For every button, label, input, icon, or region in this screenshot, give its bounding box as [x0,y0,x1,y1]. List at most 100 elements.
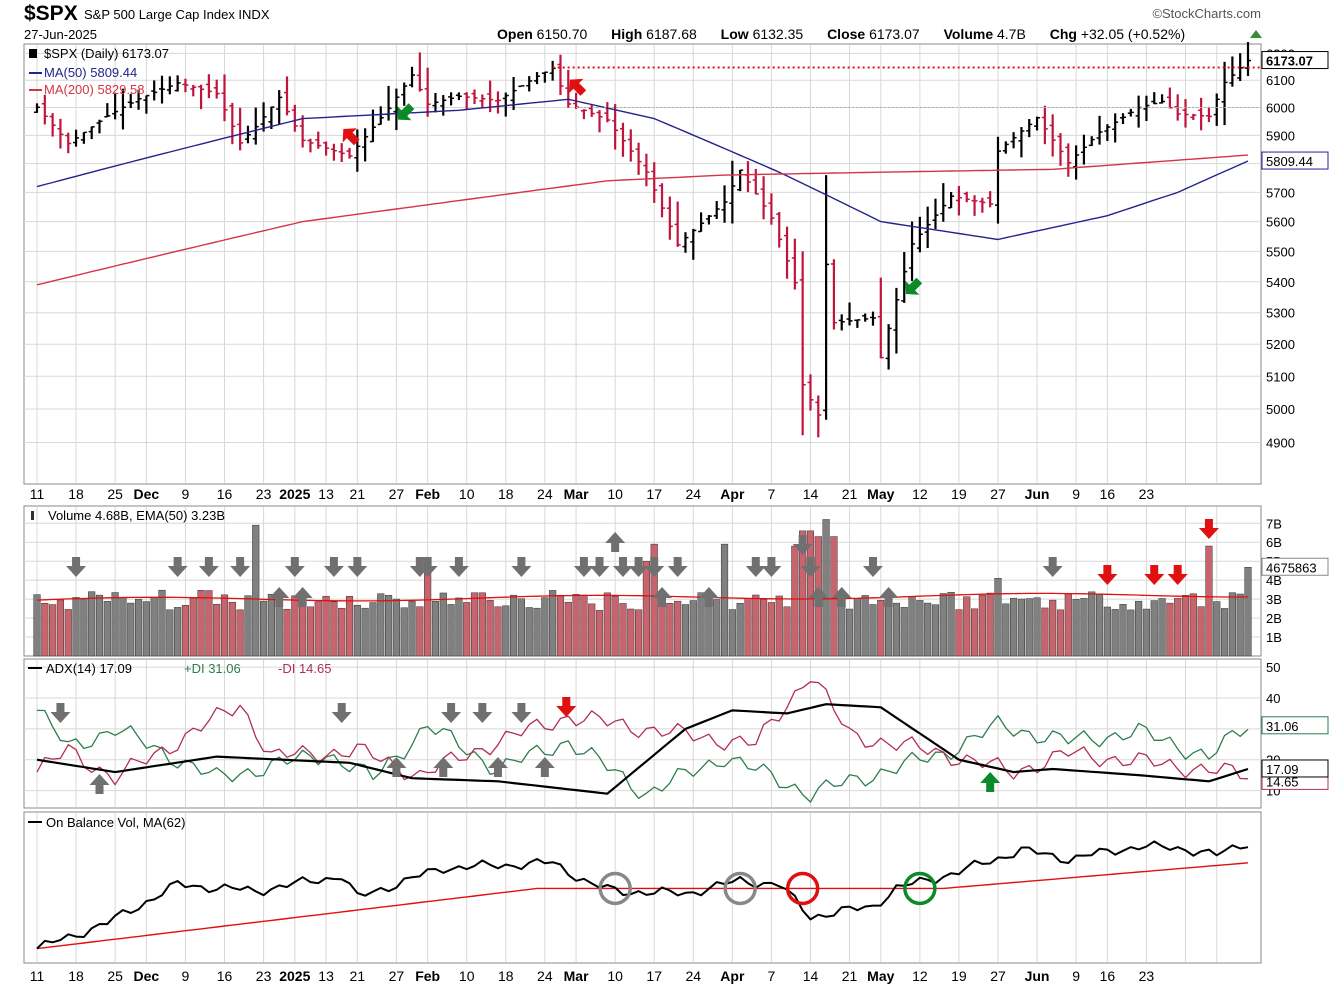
volume-bar [166,609,174,657]
volume-sell-arrow [1198,519,1219,539]
adx-axis-label: 40 [1266,691,1280,706]
volume-bar [385,595,393,657]
volume-signal-arrow-shape [667,557,688,577]
ma50-legend: MA(50) 5809.44 [44,65,137,80]
volume-signal-arrow [589,557,610,577]
price-bars [34,42,1251,438]
volume-bar [49,604,57,657]
volume-bar [916,600,924,657]
x-tick-label: 21 [842,968,858,984]
adx-signal-arrow [472,703,493,723]
volume-signal-arrow-shape [761,557,782,577]
volume-bar [260,600,268,657]
volume-signal-arrow [167,557,188,577]
volume-bar [963,596,971,657]
di-minus-line [36,681,1249,786]
volume-bar [510,594,518,657]
price-axis-label: 5500 [1266,244,1295,259]
x-tick-label: 10 [607,968,623,984]
volume-bars [33,519,1252,657]
x-tick-label: Apr [720,486,745,502]
x-tick-label: 23 [1139,968,1155,984]
close-stat: Close 6173.07 [827,26,920,42]
adx-signal-arrow [511,703,532,723]
x-tick-label: Dec [134,968,160,984]
sell-signal-arrow [342,128,360,146]
volume-bar [392,598,400,657]
adx-signal-arrow [331,703,352,723]
buy-signal-arrow [397,103,415,121]
x-tick-label: 17 [646,486,662,502]
adx-signal-arrow [441,703,462,723]
volume-signal-arrow [808,587,829,607]
volume-bar [267,593,275,657]
volume-bar [353,605,361,657]
volume-bar [564,601,572,657]
x-tick-label: 21 [842,486,858,502]
volume-bar [158,589,166,657]
x-tick-label: 27 [389,968,405,984]
last-price-label: 6173.07 [1266,54,1313,69]
x-tick-label: 9 [182,486,190,502]
volume-signal-arrow [862,557,883,577]
buy-signal-arrow-shape [397,103,415,121]
volume-bar [580,594,588,657]
x-tick-label: 24 [685,968,701,984]
volume-bar [1213,601,1221,657]
brand-logo[interactable]: ©StockCharts.com [1152,6,1261,21]
sell-signal-arrow [569,78,587,96]
volume-bar [752,594,760,657]
volume-bar [924,602,932,657]
adx-signal-arrow-shape [89,774,110,794]
buy-signal-arrow-shape [905,277,923,295]
x-tick-label: 2025 [279,968,310,984]
x-tick-label: Feb [415,968,440,984]
volume-bar [345,595,354,657]
volume-last-label-box [1261,557,1329,576]
volume-signal-arrow [284,557,305,577]
volume-bar [283,608,291,657]
volume-signal-arrow [878,587,899,607]
volume-bar [205,590,213,657]
volume-signal-arrow [612,557,633,577]
volume-bar [197,590,205,657]
x-tick-label: 12 [912,486,928,502]
volume-signal-arrow [792,535,813,555]
volume-bar [1220,608,1229,657]
volume-bar [611,595,619,657]
volume-bar [119,596,127,657]
volume-bar [822,519,830,657]
volume-signal-arrow-shape [511,557,532,577]
volume-bar [994,578,1002,657]
volume-bar [681,604,690,657]
di-plus-value-label-box [1261,716,1329,735]
volume-bar [189,597,197,657]
adx-signal-arrow-shape [511,703,532,723]
volume-bar [416,606,424,657]
price-axis-label: 5300 [1266,306,1295,321]
volume-bar [1174,598,1182,657]
volume-bar [697,592,705,657]
volume-signal-arrow-shape [417,557,438,577]
volume-bar [978,594,986,657]
volume-bar [1103,606,1111,657]
volume-axis-label: 4B [1266,573,1282,588]
volume-bar [947,591,955,657]
volume-signal-arrow-shape [323,557,344,577]
volume-bar [142,601,150,657]
volume-bar [377,593,385,657]
volume-signal-arrow-shape [698,587,719,607]
volume-bar [291,595,299,657]
volume-bar [431,600,440,657]
volume-bar [244,595,252,657]
adx-signal-arrow-shape [386,757,407,777]
volume-signal-arrow-shape [644,557,665,577]
volume-bar [1197,606,1205,657]
volume-sell-arrow-shape [1167,565,1188,585]
volume-bar [525,607,533,657]
x-tick-label: 10 [459,968,475,984]
volume-signal-arrow [761,557,782,577]
volume-bar [361,607,369,657]
x-tick-label: 18 [498,486,514,502]
